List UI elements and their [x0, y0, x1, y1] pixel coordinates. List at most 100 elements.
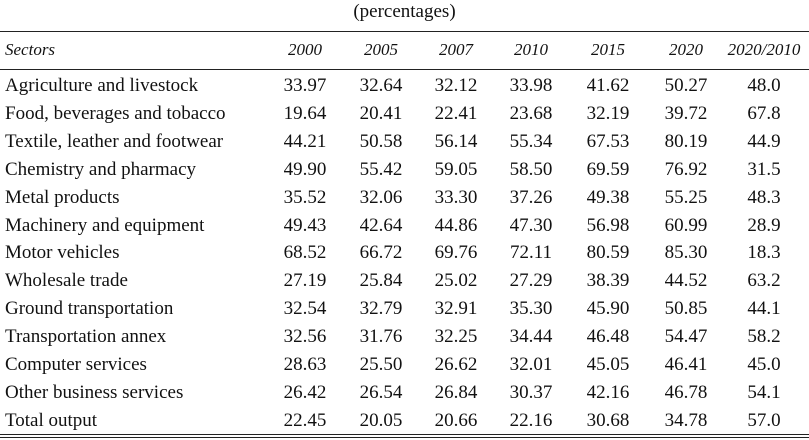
table-cell: 35.30	[509, 298, 553, 320]
table-cell: 58.50	[509, 158, 553, 180]
table-cell: 60.99	[664, 214, 708, 236]
table-cell: 22.41	[434, 102, 478, 124]
top-rule	[0, 31, 809, 32]
table-cell: 45.0	[747, 354, 781, 375]
table-cell: 57.0	[747, 409, 781, 431]
table-cell: 33.97	[283, 75, 327, 96]
table-cell: 56.14	[434, 130, 478, 152]
table-cell: 55.34	[509, 130, 553, 152]
table-cell: 46.41	[664, 354, 708, 375]
table-cell: 28.9	[747, 214, 781, 236]
table-cell: 44.86	[434, 214, 478, 236]
table-cell: 20.41	[359, 102, 403, 124]
row-label: Machinery and equipment	[5, 214, 205, 236]
table-cell: 49.43	[283, 214, 327, 236]
table-cell: 42.64	[359, 214, 403, 236]
table-cell: 85.30	[664, 242, 708, 264]
table-cell: 69.59	[586, 158, 630, 180]
table-cell: 45.90	[586, 298, 630, 320]
table-cell: 48.0	[747, 75, 781, 96]
table-cell: 80.19	[664, 130, 708, 152]
table-cell: 25.02	[434, 270, 478, 292]
column-header: 2005	[364, 40, 398, 59]
bottom-rule	[0, 437, 809, 438]
table-cell: 55.42	[359, 158, 403, 180]
table-cell: 32.19	[586, 102, 630, 124]
column-header: 2020	[669, 40, 703, 59]
table-cell: 32.06	[359, 186, 403, 208]
row-label: Motor vehicles	[5, 242, 120, 264]
table-cell: 32.79	[359, 298, 403, 320]
table-cell: 26.54	[359, 381, 403, 403]
column-header: 2010	[514, 40, 548, 59]
table-cell: 33.30	[434, 186, 478, 208]
row-label: Food, beverages and tobacco	[5, 102, 226, 124]
table-cell: 58.2	[747, 326, 781, 348]
row-label: Metal products	[5, 186, 120, 208]
table-cell: 68.52	[283, 242, 327, 264]
row-label: Other business services	[5, 381, 184, 403]
table-cell: 67.8	[747, 102, 781, 124]
table-cell: 56.98	[586, 214, 630, 236]
table-cell: 63.2	[747, 270, 781, 292]
row-label: Agriculture and livestock	[5, 75, 199, 96]
bottom-rule	[0, 434, 809, 435]
row-label: Chemistry and pharmacy	[5, 158, 197, 180]
table-cell: 44.9	[747, 130, 781, 152]
table-cell: 34.44	[509, 326, 553, 348]
table-cell: 80.59	[586, 242, 630, 264]
row-label: Textile, leather and footwear	[5, 130, 224, 152]
column-header: Sectors	[5, 40, 56, 59]
row-label: Total output	[5, 409, 98, 431]
table-cell: 37.26	[509, 186, 553, 208]
table-cell: 26.84	[434, 381, 478, 403]
table-subtitle: (percentages)	[353, 1, 456, 22]
table-cell: 20.66	[434, 409, 478, 431]
table-cell: 25.84	[359, 270, 403, 292]
table-cell: 67.53	[586, 130, 630, 152]
table-cell: 32.56	[283, 326, 327, 348]
table-cell: 66.72	[359, 242, 403, 264]
table-cell: 32.25	[434, 326, 478, 348]
table-cell: 34.78	[664, 409, 708, 431]
table-cell: 50.58	[359, 130, 403, 152]
table-cell: 30.68	[586, 409, 630, 431]
table-cell: 41.62	[586, 75, 630, 96]
table-cell: 44.52	[664, 270, 708, 292]
column-header: 2015	[591, 40, 625, 59]
column-header: 2000	[288, 40, 322, 59]
table-cell: 47.30	[509, 214, 553, 236]
table-cell: 46.78	[664, 381, 708, 403]
table-cell: 22.45	[283, 409, 327, 431]
table-cell: 59.05	[434, 158, 478, 180]
table-cell: 49.38	[586, 186, 630, 208]
table-cell: 20.05	[359, 409, 403, 431]
table-cell: 42.16	[586, 381, 630, 403]
table-cell: 54.47	[664, 326, 708, 348]
table-cell: 28.63	[283, 354, 327, 375]
table-cell: 44.21	[283, 130, 327, 152]
table-cell: 33.98	[509, 75, 553, 96]
table-cell: 38.39	[586, 270, 630, 292]
table-cell: 19.64	[283, 102, 327, 124]
table-cell: 31.76	[359, 326, 403, 348]
table-cell: 54.1	[747, 381, 781, 403]
table-cell: 45.05	[586, 354, 630, 375]
table-cell: 39.72	[664, 102, 708, 124]
table-cell: 69.76	[434, 242, 478, 264]
table-cell: 49.90	[283, 158, 327, 180]
table-cell: 35.52	[283, 186, 327, 208]
table-cell: 30.37	[509, 381, 553, 403]
table-cell: 18.3	[747, 242, 781, 264]
table-cell: 32.91	[434, 298, 478, 320]
table-cell: 46.48	[586, 326, 630, 348]
row-label: Ground transportation	[5, 298, 174, 320]
row-label: Wholesale trade	[5, 270, 128, 292]
row-label: Computer services	[5, 354, 147, 375]
table-cell: 32.64	[359, 75, 403, 96]
table-cell: 23.68	[509, 102, 553, 124]
table-cell: 27.29	[509, 270, 553, 292]
table-cell: 25.50	[359, 354, 403, 375]
table-cell: 26.42	[283, 381, 327, 403]
